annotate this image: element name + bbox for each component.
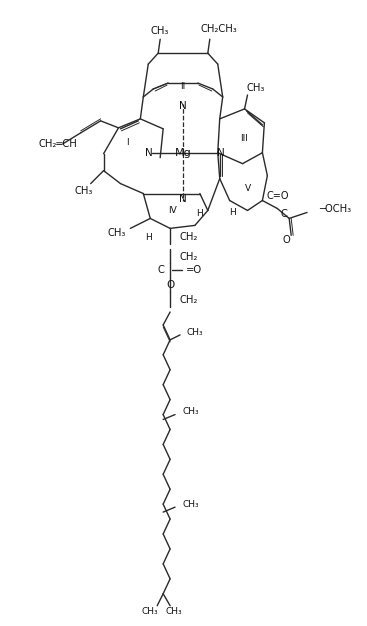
Text: CH₃: CH₃: [142, 607, 159, 616]
Text: IV: IV: [168, 206, 177, 215]
Text: O: O: [282, 235, 290, 245]
Text: H: H: [196, 209, 203, 218]
Text: I: I: [126, 138, 129, 147]
Text: CH₃: CH₃: [246, 83, 265, 93]
Text: CH₃: CH₃: [107, 228, 126, 239]
Text: CH₂CH₃: CH₂CH₃: [200, 24, 237, 34]
Text: CH₂═CH: CH₂═CH: [38, 139, 77, 149]
Text: ─OCH₃: ─OCH₃: [319, 205, 351, 215]
Text: CH₃: CH₃: [151, 26, 169, 36]
Text: CH₃: CH₃: [75, 185, 93, 195]
Text: =O: =O: [186, 265, 202, 275]
Text: CH₂: CH₂: [179, 295, 197, 305]
Text: C: C: [158, 265, 165, 275]
Text: CH₂: CH₂: [179, 232, 197, 242]
Text: V: V: [244, 184, 251, 193]
Text: N: N: [217, 148, 225, 158]
Text: H: H: [145, 233, 152, 242]
Text: CH₃: CH₃: [187, 329, 204, 337]
Text: N: N: [179, 193, 187, 203]
Text: II: II: [180, 81, 186, 91]
Text: C=O: C=O: [266, 190, 288, 200]
Text: CH₃: CH₃: [182, 407, 199, 416]
Text: N: N: [179, 101, 187, 111]
Text: Mg: Mg: [175, 148, 191, 158]
Text: N: N: [145, 148, 153, 158]
Text: C: C: [281, 210, 288, 220]
Text: CH₃: CH₃: [166, 607, 182, 616]
Text: CH₃: CH₃: [182, 500, 199, 509]
Text: III: III: [241, 134, 248, 143]
Text: O: O: [166, 280, 174, 290]
Text: CH₂: CH₂: [179, 252, 197, 262]
Text: H: H: [229, 208, 236, 217]
